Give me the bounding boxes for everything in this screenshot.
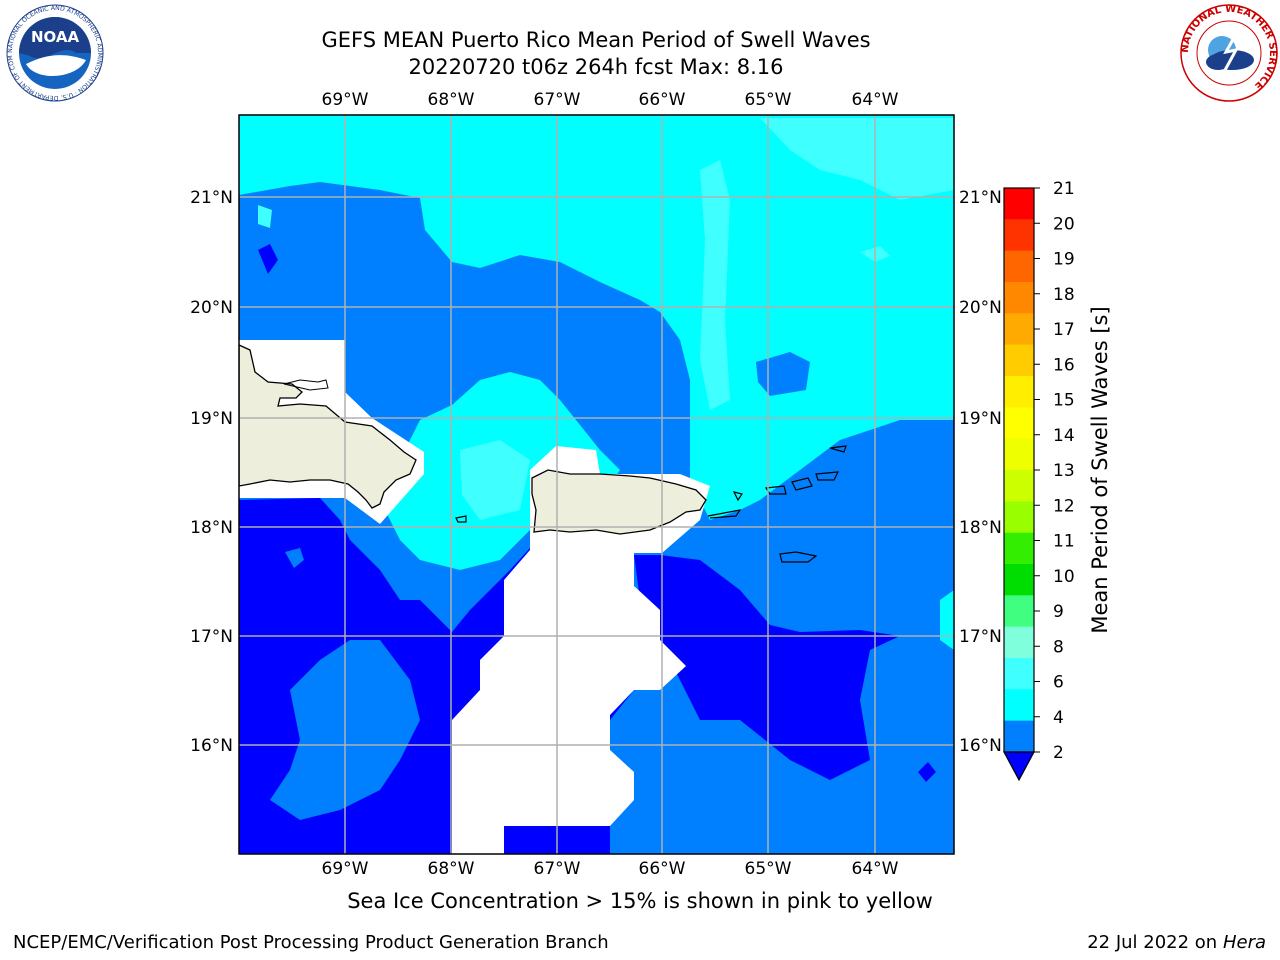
- lon-label-bottom: 67°W: [534, 859, 581, 879]
- colorbar-segment: [1004, 407, 1034, 440]
- colorbar-segment: [1004, 313, 1034, 346]
- band-2-4-spot: [285, 548, 304, 568]
- lon-label-top: 68°W: [428, 90, 475, 110]
- lon-label-bottom: 64°W: [852, 859, 899, 879]
- colorbar-tick-label: 6: [1053, 673, 1064, 693]
- lon-label-top: 65°W: [745, 90, 792, 110]
- band-6-8: [700, 160, 730, 410]
- lat-label-left: 16°N: [190, 736, 233, 756]
- chart-title: GEFS MEAN Puerto Rico Mean Period of Swe…: [321, 28, 871, 52]
- colorbar-tick-label: 8: [1053, 637, 1064, 657]
- band-4-6-se: [940, 590, 954, 650]
- colorbar-segment: [1004, 658, 1034, 690]
- lat-label-right: 17°N: [959, 627, 1002, 647]
- sea-ice-caption: Sea Ice Concentration > 15% is shown in …: [347, 889, 933, 913]
- colorbar-tick-label: 4: [1053, 708, 1064, 728]
- lat-label-left: 18°N: [190, 518, 233, 538]
- colorbar-tick-label: 2: [1053, 743, 1064, 763]
- colorbar-tick-label: 11: [1053, 532, 1075, 552]
- colorbar-segment: [1004, 501, 1034, 534]
- noaa-logo-text: NOAA: [31, 28, 80, 46]
- band-below-2-se: [634, 555, 900, 780]
- lon-label-bottom: 68°W: [428, 859, 475, 879]
- footer-machine: Hera: [1222, 932, 1266, 953]
- lon-label-top: 66°W: [639, 90, 686, 110]
- colorbar-extend-triangle: [1002, 751, 1036, 782]
- colorbar-tick-label: 10: [1053, 567, 1075, 587]
- lon-label-bottom: 65°W: [745, 859, 792, 879]
- colorbar-segment: [1004, 532, 1034, 565]
- colorbar-segment: [1004, 438, 1034, 471]
- lon-label-top: 64°W: [852, 90, 899, 110]
- chart-subtitle: 20220720 t06z 264h fcst Max: 8.16: [408, 55, 784, 79]
- colorbar-segment: [1004, 626, 1034, 659]
- land-hispaniola: [239, 344, 417, 509]
- band-below-2-e: [918, 762, 936, 782]
- lat-label-left: 20°N: [190, 298, 233, 318]
- land-islet: [283, 379, 329, 391]
- colorbar-segment: [1004, 689, 1034, 722]
- lon-label-bottom: 69°W: [322, 859, 369, 879]
- colorbar-segments: [1004, 188, 1034, 753]
- lat-label-right: 16°N: [959, 736, 1002, 756]
- colorbar-segment: [1004, 219, 1034, 252]
- colorbar-segment: [1004, 470, 1034, 502]
- lon-label-bottom: 66°W: [639, 859, 686, 879]
- lat-label-left: 21°N: [190, 188, 233, 208]
- colorbar-tick-label: 16: [1053, 355, 1075, 375]
- colorbar-segment: [1004, 282, 1034, 314]
- colorbar-tick-label: 20: [1053, 214, 1075, 234]
- band-6-8-w: [258, 205, 272, 228]
- colorbar-tick-label: 9: [1053, 602, 1064, 622]
- colorbar-tick-label: 19: [1053, 250, 1075, 270]
- colorbar-label: Mean Period of Swell Waves [s]: [1088, 306, 1112, 633]
- colorbar-tick-label: 15: [1053, 391, 1075, 411]
- colorbar-tick-label: 21: [1053, 179, 1075, 199]
- colorbar-tick-labels: 21 20 19 18 17 16 15 14 13 12 11 10 9 8 6 4 2: [1034, 179, 1075, 763]
- lat-label-left: 19°N: [190, 409, 233, 429]
- lat-label-left: 17°N: [190, 627, 233, 647]
- colorbar-tick-label: 13: [1053, 461, 1075, 481]
- footer-date-text: 22 Jul 2022 on: [1087, 932, 1223, 953]
- colorbar-tick-label: 18: [1053, 285, 1075, 305]
- colorbar-segment: [1004, 188, 1034, 220]
- colorbar-segment: [1004, 250, 1034, 283]
- lat-label-right: 20°N: [959, 298, 1002, 318]
- lon-label-top: 69°W: [322, 90, 369, 110]
- footer-credit: NCEP/EMC/Verification Post Processing Pr…: [13, 932, 609, 953]
- colorbar-segment: [1004, 720, 1034, 753]
- band-6-8-south: [460, 440, 530, 520]
- contour-fill-layer: [239, 115, 954, 854]
- colorbar-tick-label: 17: [1053, 320, 1075, 340]
- lat-label-right: 21°N: [959, 188, 1002, 208]
- masked-land-puerto-rico: [452, 446, 710, 854]
- map-frame: [238, 114, 955, 855]
- nws-logo: NATIONAL WEATHER SERVICE: [1180, 4, 1278, 102]
- lat-label-right: 18°N: [959, 518, 1002, 538]
- band-6-8-ne: [760, 118, 954, 200]
- noaa-logo: NATIONAL OCEANIC AND ATMOSPHERIC ADMINIS…: [6, 4, 104, 102]
- colorbar-segment: [1004, 564, 1034, 596]
- colorbar: 21 20 19 18 17 16 15 14 13 12 11 10 9 8 6 4 2 Mean Perio…: [1002, 179, 1112, 782]
- colorbar-tick-label: 14: [1053, 426, 1075, 446]
- band-below-2-w: [258, 244, 278, 274]
- lon-label-top: 67°W: [534, 90, 581, 110]
- colorbar-tick-label: 12: [1053, 496, 1075, 516]
- band-2-4-patch: [756, 352, 810, 396]
- lat-label-right: 19°N: [959, 409, 1002, 429]
- colorbar-segment: [1004, 344, 1034, 377]
- land-virgin-islands: [455, 445, 847, 563]
- colorbar-segment: [1004, 595, 1034, 628]
- graticule: [239, 115, 954, 854]
- footer-date: 22 Jul 2022 on Hera: [1087, 932, 1266, 953]
- colorbar-segment: [1004, 376, 1034, 408]
